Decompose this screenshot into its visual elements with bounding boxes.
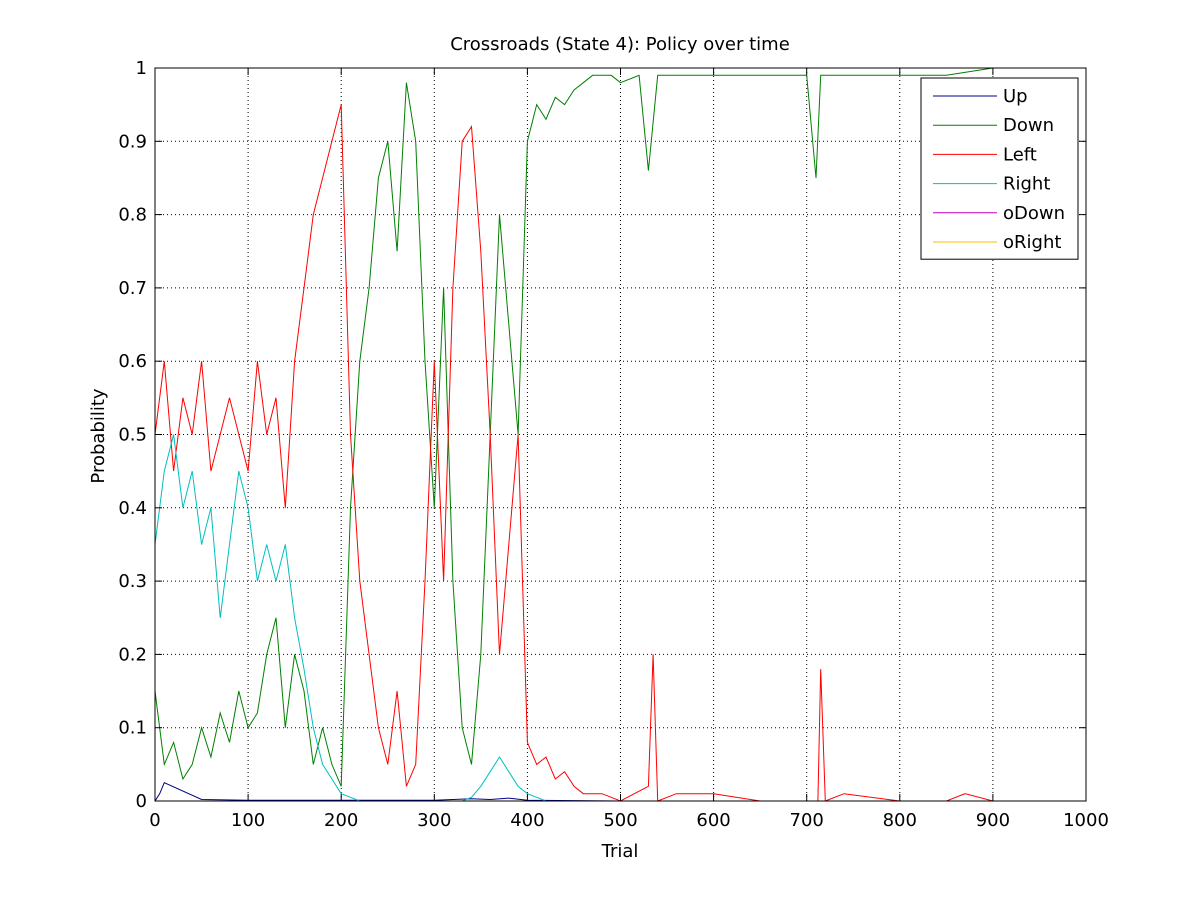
y-tick-label: 0.8: [118, 205, 147, 226]
legend-label-up: Up: [1003, 86, 1028, 107]
y-tick-label: 0.9: [118, 131, 147, 152]
y-tick-label: 0.6: [118, 351, 147, 372]
x-tick-label: 1000: [1063, 810, 1109, 831]
x-tick-label: 600: [696, 810, 730, 831]
x-tick-label: 500: [603, 810, 637, 831]
y-axis-label: Probability: [88, 388, 109, 483]
y-tick-label: 1: [136, 58, 147, 79]
legend-label-oright: oRight: [1003, 232, 1061, 253]
y-tick-label: 0.2: [118, 644, 147, 665]
legend-box: [920, 77, 1079, 260]
x-tick-label: 0: [149, 810, 160, 831]
y-tick-label: 0.7: [118, 278, 147, 299]
series-line-down: [154, 67, 1086, 787]
x-tick-label: 900: [976, 810, 1010, 831]
legend-label-left: Left: [1003, 144, 1037, 165]
series-line-right: [154, 434, 1086, 802]
y-tick-label: 0.5: [118, 425, 147, 446]
x-tick-label: 400: [510, 810, 544, 831]
y-tick-label: 0.4: [118, 498, 147, 519]
legend-label-right: Right: [1003, 174, 1050, 195]
x-tick-label: 300: [417, 810, 451, 831]
legend: Up Down Left Right oDown oRight: [920, 77, 1079, 260]
x-tick-label: 200: [324, 810, 358, 831]
legend-label-odown: oDown: [1003, 203, 1065, 224]
y-tick-label: 0.3: [118, 571, 147, 592]
x-tick-label: 100: [231, 810, 265, 831]
chart-title: Crossroads (State 4): Policy over time: [450, 34, 790, 55]
ticks-layer: 0 100 200 300 400 500 600 700 800 900 1000 0 0.1 0.2 0…: [118, 58, 1109, 831]
x-tick-label: 800: [883, 810, 917, 831]
x-axis-label: Trial: [601, 841, 639, 862]
x-tick-label: 700: [790, 810, 824, 831]
legend-label-down: Down: [1003, 115, 1054, 136]
y-tick-label: 0: [136, 791, 147, 812]
y-tick-label: 0.1: [118, 718, 147, 739]
